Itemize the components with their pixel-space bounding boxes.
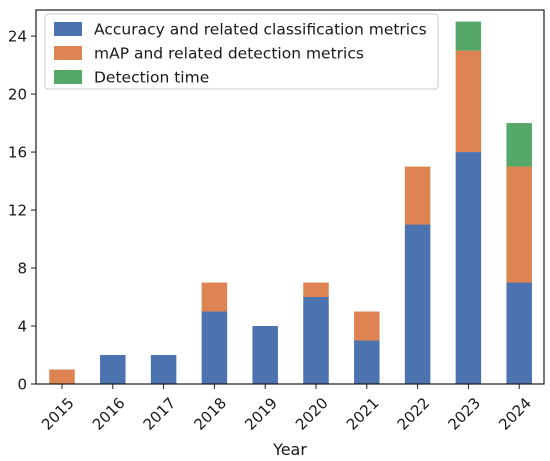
legend-label: Accuracy and related classification metr… <box>94 21 427 39</box>
x-axis-title: Year <box>272 440 307 459</box>
x-tick-label: 2024 <box>495 394 535 434</box>
x-tick-label: 2021 <box>343 394 383 434</box>
x-tick-label: 2018 <box>190 394 230 434</box>
bar-2020-series-1 <box>303 297 329 384</box>
bar-2017-series-1 <box>150 355 177 384</box>
y-tick-label: 4 <box>17 318 27 336</box>
bar-2019-series-1 <box>252 326 278 384</box>
bar-2024-series-3 <box>506 123 532 167</box>
legend-swatch <box>54 70 82 84</box>
bar-2024-series-2 <box>506 166 532 283</box>
bar-2021-series-1 <box>354 340 380 384</box>
y-tick-label: 8 <box>17 260 27 278</box>
x-tick-label: 2020 <box>292 394 332 434</box>
plot-frame <box>35 9 545 385</box>
y-tick-label: 24 <box>8 28 27 46</box>
bar-2023-series-2 <box>455 50 482 153</box>
bars-group <box>49 21 532 384</box>
x-tick-label: 2017 <box>140 394 180 434</box>
legend-box <box>44 13 439 90</box>
legend-swatch <box>54 46 82 60</box>
legend-label: Detection time <box>94 69 209 87</box>
bar-2021-series-2 <box>354 311 380 341</box>
legend: Accuracy and related classification metr… <box>44 13 439 90</box>
bar-2023-series-1 <box>455 152 482 384</box>
x-tick-label: 2015 <box>38 394 78 434</box>
bar-2023-series-3 <box>455 21 482 51</box>
x-tick-label: 2023 <box>444 394 484 434</box>
x-tick-labels: 2015 2016 2017 2018 2019 2020 2021 2022 2023 2024 <box>38 384 535 434</box>
y-tick-label: 20 <box>8 86 27 104</box>
x-tick-label: 2022 <box>394 394 434 434</box>
y-tick-label: 16 <box>8 144 27 162</box>
legend-label: mAP and related detection metrics <box>94 45 364 63</box>
y-tick-label: 0 <box>17 376 27 394</box>
bar-2018-series-2 <box>201 282 228 312</box>
bar-2015-series-2 <box>49 369 75 384</box>
bar-2020-series-2 <box>303 282 329 298</box>
bar-2016-series-1 <box>100 355 126 384</box>
y-tick-labels: 0 4 8 12 16 20 24 <box>8 28 36 394</box>
bar-2022-series-1 <box>404 224 431 384</box>
x-tick-label: 2019 <box>241 394 281 434</box>
bar-2022-series-2 <box>404 166 431 225</box>
bar-2024-series-1 <box>506 282 532 384</box>
y-tick-label: 12 <box>8 202 27 220</box>
bar-2018-series-1 <box>201 311 228 384</box>
legend-swatch <box>54 22 82 36</box>
x-tick-label: 2016 <box>89 394 129 434</box>
